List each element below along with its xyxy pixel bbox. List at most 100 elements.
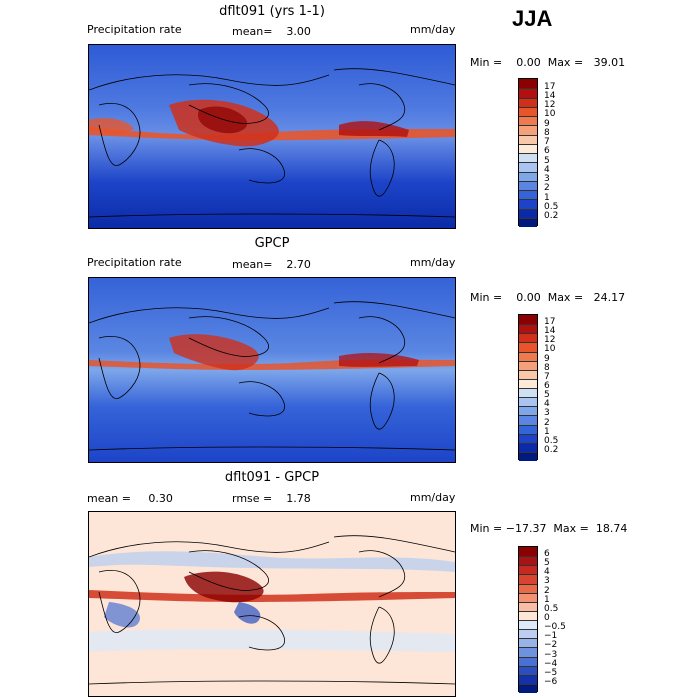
colorbar-tick: 3 (544, 174, 550, 184)
panel-1-colorbar-swatch (519, 106, 537, 116)
panel-3-colorbar-swatch (519, 674, 537, 684)
colorbar-tick: 9 (544, 354, 550, 364)
panel-1-colorbar-swatch (519, 208, 537, 218)
panel-3-colorbar-swatch (519, 647, 537, 657)
panel-2-map-svg (89, 278, 455, 462)
panel-3-colorbar-swatch (519, 638, 537, 648)
panel-2-colorbar-swatch (519, 397, 537, 407)
panel-3-colorbar-swatch (519, 601, 537, 611)
season-label: JJA (512, 6, 553, 31)
panel-3-negative-patch (104, 602, 140, 628)
panel-2-colorbar-swatch (519, 315, 537, 325)
colorbar-tick: 17 (544, 317, 556, 327)
colorbar-tick: 0.2 (544, 445, 559, 455)
panel-2-colorbar-swatch (519, 369, 537, 379)
colorbar-tick: −6 (544, 677, 558, 687)
panel-1-colorbar-swatch (519, 116, 537, 126)
panel-2-east-pacific-max (339, 353, 419, 367)
panel-1-colorbar-swatch (519, 199, 537, 209)
colorbar-tick: −2 (544, 640, 558, 650)
colorbar-tick: 9 (544, 119, 550, 129)
colorbar-tick: 17 (544, 82, 556, 92)
panel-1-colorbar-swatch (519, 97, 537, 107)
panel-3-colorbar-swatch (519, 629, 537, 639)
panel-2-colorbar (518, 314, 538, 461)
colorbar-tick: 6 (544, 549, 550, 559)
panel-3-colorbar-swatch (519, 547, 537, 557)
colorbar-tick: 0.5 (544, 436, 559, 446)
colorbar-tick: 12 (544, 335, 556, 345)
colorbar-tick: 0.5 (544, 604, 559, 614)
panel-2-colorbar-swatch (519, 442, 537, 452)
colorbar-tick: 2 (544, 183, 550, 193)
panel-2-colorbar-swatch (519, 433, 537, 443)
colorbar-tick: 4 (544, 567, 550, 577)
colorbar-tick: 1 (544, 193, 550, 203)
panel-3-negative-patch (234, 602, 261, 624)
panel-1-colorbar-swatch (519, 79, 537, 89)
colorbar-tick: 6 (544, 381, 550, 391)
panel-3-minmax: Min = −17.37 Max = 18.74 (470, 522, 628, 535)
panel-2-map (88, 277, 456, 463)
panel-2-colorbar-swatch (519, 342, 537, 352)
panel-2-colorbar-swatch (519, 406, 537, 416)
colorbar-tick: 0 (544, 613, 550, 623)
colorbar-tick: 2 (544, 418, 550, 428)
panel-3-map-svg (89, 512, 455, 696)
panel-2-colorbar-swatch (519, 451, 537, 461)
panel-1-colorbar-swatch (519, 180, 537, 190)
colorbar-tick: 4 (544, 399, 550, 409)
panel-3-colorbar-swatch (519, 620, 537, 630)
panel-2-colorbar-swatch (519, 333, 537, 343)
panel-3-southern-band (89, 629, 455, 652)
panel-1-colorbar-swatch (519, 134, 537, 144)
panel-2-colorbar-swatch (519, 388, 537, 398)
panel-2-monsoon-region (169, 334, 259, 371)
panel-3-colorbar-swatch (519, 610, 537, 620)
panel-3-colorbar-swatch (519, 592, 537, 602)
panel-3-units: mm/day (410, 491, 456, 504)
panel-3-title: dflt091 - GPCP (224, 470, 320, 485)
panel-2-title: GPCP (254, 236, 290, 251)
colorbar-tick: 2 (544, 586, 550, 596)
panel-3-map (88, 511, 456, 697)
panel-3-colorbar-swatch (519, 583, 537, 593)
colorbar-tick: 0.5 (544, 202, 559, 212)
panel-1-colorbar (518, 78, 538, 227)
colorbar-tick: 0.2 (544, 211, 559, 221)
panel-1-map-svg (89, 45, 455, 228)
panel-1-colorbar-swatch (519, 217, 537, 227)
panel-1-mean: mean= 3.00 (232, 25, 311, 38)
colorbar-tick: −4 (544, 659, 558, 669)
panel-2-mean: mean= 2.70 (232, 258, 311, 271)
colorbar-tick: 3 (544, 576, 550, 586)
panel-1-colorbar-swatch (519, 143, 537, 153)
panel-3-colorbar-swatch (519, 665, 537, 675)
colorbar-tick: 4 (544, 165, 550, 175)
colorbar-tick: 12 (544, 100, 556, 110)
colorbar-tick: −3 (544, 650, 558, 660)
panel-3-mean: mean = 0.30 (87, 492, 173, 505)
panel-1-colorbar-swatch (519, 88, 537, 98)
panel-2-colorbar-swatch (519, 360, 537, 370)
panel-2-coastlines (89, 301, 455, 451)
panel-3-rmse: rmse = 1.78 (232, 492, 311, 505)
panel-1-units: mm/day (410, 23, 456, 36)
panel-1-colorbar-swatch (519, 153, 537, 163)
colorbar-tick: 8 (544, 128, 550, 138)
panel-3-negative-band (89, 551, 455, 572)
panel-2-units: mm/day (410, 256, 456, 269)
colorbar-tick: −1 (544, 631, 558, 641)
colorbar-tick: 7 (544, 137, 550, 147)
panel-1-map (88, 44, 456, 229)
colorbar-tick: 1 (544, 595, 550, 605)
colorbar-tick: −5 (544, 668, 558, 678)
panel-3-colorbar-swatch (519, 565, 537, 575)
panel-1-colorbar-swatch (519, 162, 537, 172)
colorbar-tick: −0.5 (544, 622, 566, 632)
colorbar-tick: 5 (544, 390, 550, 400)
panel-1-monsoon-core (198, 106, 248, 134)
panel-1-east-pacific-max (339, 121, 409, 137)
panel-1-colorbar-swatch (519, 171, 537, 181)
panel-3-itcz-difference (89, 590, 455, 602)
